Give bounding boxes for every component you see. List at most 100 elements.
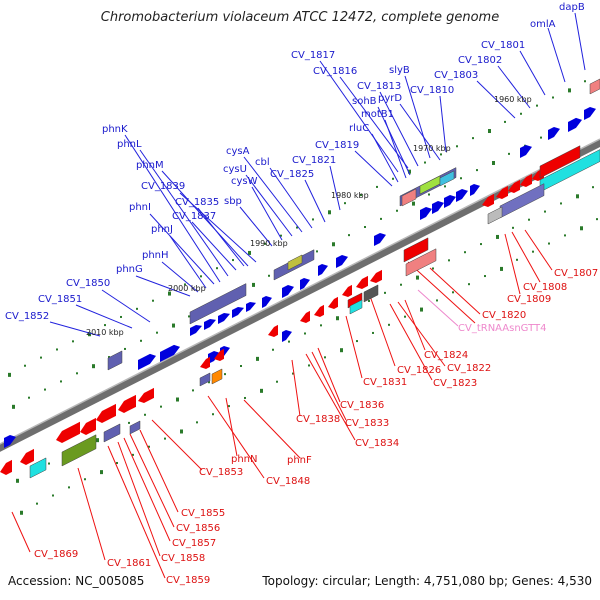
leader-line-forward [371,133,399,183]
tick-mark [532,250,534,253]
gene-label[interactable]: CV_1803 [434,70,478,81]
gene-label[interactable]: cysU [223,164,247,175]
gene-block-reverse [199,372,211,387]
gene-label[interactable]: CV_1869 [34,549,78,560]
tick-mark [208,381,210,384]
gene-label[interactable]: CV_1807 [554,268,598,279]
gene-label[interactable]: CV_1808 [523,282,567,293]
gene-label[interactable]: CV_1820 [482,310,526,321]
gene-label[interactable]: CV_1859 [166,575,210,586]
gene-label[interactable]: CV_1824 [424,350,468,361]
tick-mark [200,275,202,278]
gene-label[interactable]: cysA [226,146,250,157]
gene-label[interactable]: CV_1810 [410,85,454,96]
gene-label[interactable]: pyrD [378,93,402,104]
leader-line-forward [319,60,399,173]
gene-label[interactable]: CV_1848 [266,476,310,487]
gene-arrow-forward [548,126,560,140]
gene-label[interactable]: CV_1816 [313,66,357,77]
gene-label[interactable]: phnK [102,124,128,135]
gene-label[interactable]: CV_1851 [38,294,82,305]
tick-mark [308,364,310,367]
gene-label[interactable]: CV_1855 [181,508,225,519]
gene-label[interactable]: CV_1813 [357,81,401,92]
gene-label[interactable]: CV_1861 [107,558,151,569]
tick-mark [500,266,503,271]
gene-label[interactable]: sohB [352,96,377,107]
gene-label[interactable]: CV_1826 [397,365,441,376]
tick-mark [16,478,19,483]
gene-arrow-forward [4,434,16,448]
gene-label[interactable]: CV_1853 [199,467,243,478]
tick-mark [408,169,411,174]
tick-mark [160,405,162,408]
tick-mark [424,161,426,164]
gene-label[interactable]: cysW [231,176,258,187]
tick-mark [224,373,226,376]
gene-label[interactable]: CV_1838 [296,414,340,425]
gene-arrow-forward [336,254,348,268]
gene-label[interactable]: CV_1833 [345,418,389,429]
gene-label[interactable]: CV_1801 [481,40,525,51]
gene-label[interactable]: CV_1802 [458,55,502,66]
gene-label[interactable]: phnJ [151,224,173,235]
gene-label[interactable]: CV_1837 [172,211,216,222]
gene-label[interactable]: CV_1834 [355,438,399,449]
gene-label[interactable]: CV_1836 [340,400,384,411]
gene-label[interactable]: CV_1821 [292,155,336,166]
gene-label[interactable]: CV_1839 [141,181,185,192]
gene-label[interactable]: phnF [287,455,312,466]
gene-label[interactable]: phnH [142,250,169,261]
gene-label[interactable]: CV_tRNAAsnGTT4 [458,323,546,334]
gene-arrow-reverse [0,459,12,475]
tick-mark [520,112,522,115]
tick-mark [128,421,130,424]
tick-mark [528,218,530,221]
leader-line-reverse [225,397,238,457]
tick-mark [452,291,454,294]
tick-mark [240,365,242,367]
gene-label[interactable]: dapB [559,2,585,13]
gene-label[interactable]: omlA [530,19,556,30]
leader-line-forward [439,95,447,153]
leader-line-reverse [139,429,179,513]
gene-label[interactable]: motB1 [361,109,394,120]
gene-label[interactable]: CV_1850 [66,278,110,289]
gene-arrow-forward [190,324,202,336]
gene-label[interactable]: CV_1823 [433,378,477,389]
gene-label[interactable]: CV_1857 [172,538,216,549]
gene-label[interactable]: CV_1835 [175,197,219,208]
gene-arrow-forward [568,117,582,132]
gene-label[interactable]: phnM [136,160,164,171]
gene-label[interactable]: rluC [349,123,369,134]
gene-label[interactable]: cbl [255,157,270,168]
tick-mark [172,323,175,328]
gene-label[interactable]: CV_1825 [270,169,314,180]
tick-mark [248,250,251,255]
gene-label[interactable]: phnG [116,264,143,275]
leader-line-forward [245,174,293,237]
leader-line-forward [124,134,221,283]
gene-label[interactable]: sbp [224,196,242,207]
tick-mark [176,397,179,402]
gene-label[interactable]: CV_1858 [161,553,205,564]
gene-label[interactable]: CV_1852 [5,311,49,322]
tick-mark [100,470,103,475]
gene-label[interactable]: CV_1856 [176,523,220,534]
tick-mark [404,315,406,318]
gene-label[interactable]: CV_1817 [291,50,335,61]
gene-label[interactable]: phnI [129,202,151,213]
gene-label[interactable]: phnL [117,139,142,150]
gene-label[interactable]: phnN [231,454,258,465]
tick-mark [496,234,499,239]
tick-mark [432,267,434,270]
gene-arrow-forward [520,144,532,158]
gene-arrow-reverse [20,448,34,465]
tick-mark [116,461,118,464]
scale-label: 1970 kbp [413,144,451,153]
gene-label[interactable]: CV_1819 [315,140,359,151]
gene-label[interactable]: CV_1809 [507,294,551,305]
gene-label[interactable]: CV_1831 [363,377,407,388]
gene-label[interactable]: slyB [389,65,410,76]
gene-label[interactable]: CV_1822 [447,363,491,374]
